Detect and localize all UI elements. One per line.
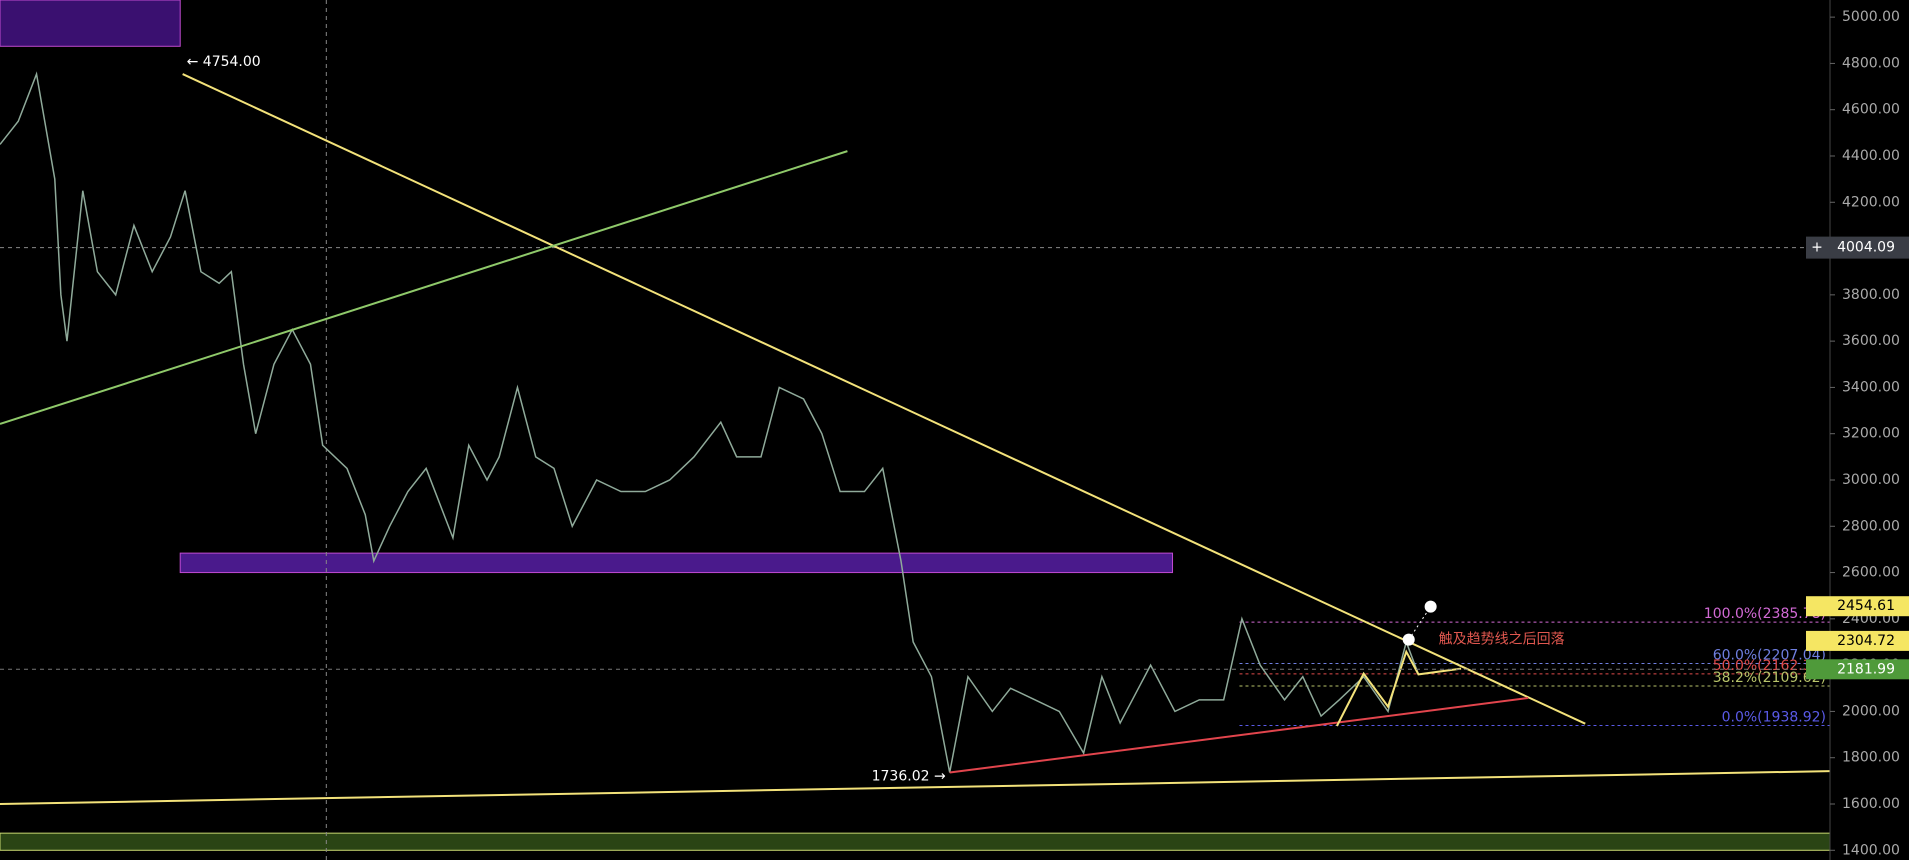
- price-annotation: ← 4754.00: [187, 54, 261, 70]
- zone: [0, 0, 181, 47]
- y-tick-label: 3800.00: [1842, 287, 1900, 303]
- price-tag-label: 2181.99: [1837, 661, 1895, 677]
- fib-label: 0.0%(1938.92): [1722, 710, 1826, 726]
- dot: [1424, 600, 1437, 613]
- price-tag: [1806, 596, 1909, 617]
- y-tick-label: 4800.00: [1842, 55, 1900, 71]
- trendline: [1335, 649, 1462, 727]
- y-tick-label: 4600.00: [1842, 102, 1900, 118]
- zone: [179, 552, 1174, 574]
- y-tick-label: 1800.00: [1842, 750, 1900, 766]
- trendline: [182, 73, 1586, 725]
- y-tick-label: 2800.00: [1842, 518, 1900, 534]
- trendline: [0, 770, 1831, 805]
- price-tag-label: 2454.61: [1837, 598, 1895, 614]
- trendline: [949, 697, 1529, 774]
- y-tick-label: 3600.00: [1842, 333, 1900, 349]
- y-tick-label: 1400.00: [1842, 842, 1900, 858]
- price-tag: [1806, 659, 1909, 680]
- price-line: [0, 71, 1420, 773]
- price-tag: [1806, 630, 1909, 651]
- trendline: [0, 150, 848, 425]
- fib-label: 100.0%(2385.78): [1704, 606, 1826, 622]
- y-tick-label: 5000.00: [1842, 9, 1900, 25]
- fib-label: 38.2%(2109.62): [1713, 670, 1826, 686]
- y-tick-label: 3200.00: [1842, 426, 1900, 442]
- y-tick-label: 3000.00: [1842, 472, 1900, 488]
- y-tick-label: 1600.00: [1842, 796, 1900, 812]
- zone: [0, 832, 1831, 851]
- y-tick-label: 4200.00: [1842, 194, 1900, 210]
- crosshair-tag-label: 4004.09: [1837, 240, 1895, 256]
- y-tick-label: 4400.00: [1842, 148, 1900, 164]
- crosshair-tag: [1806, 236, 1909, 259]
- price-tag-label: 2304.72: [1837, 633, 1895, 649]
- fib-label: 60.0%(2207.04): [1713, 648, 1826, 664]
- dot-link: [1408, 606, 1432, 640]
- note: 触及趋势线之后回落: [1439, 632, 1565, 648]
- y-tick-label: 3400.00: [1842, 379, 1900, 395]
- fib-label: 50.0%(2162.35): [1713, 658, 1826, 674]
- crosshair-plus: +: [1811, 240, 1823, 256]
- price-annotation: 1736.02 →: [872, 769, 946, 785]
- y-tick-label: 2600.00: [1842, 565, 1900, 581]
- y-tick-label: 2000.00: [1842, 703, 1900, 719]
